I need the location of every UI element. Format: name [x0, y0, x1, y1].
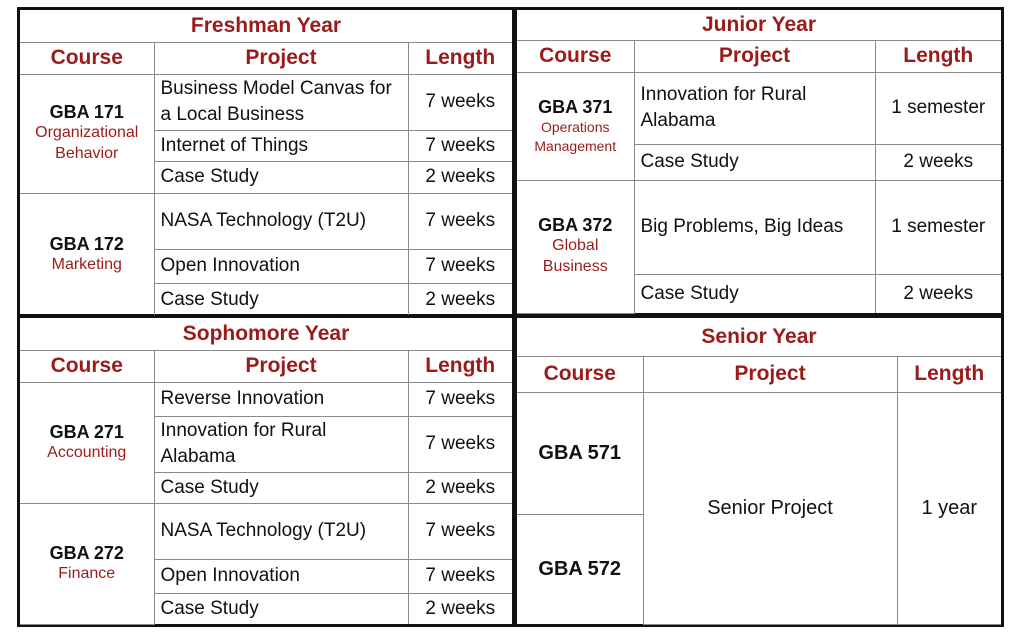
table-row: Case Study 2 weeks	[20, 471, 512, 504]
length-cell: 1 semester	[874, 179, 1001, 275]
project-cell: Internet of Things	[154, 129, 409, 162]
course-name: Marketing	[51, 255, 122, 273]
course-code: GBA 572	[538, 557, 622, 580]
length-cell: 2 weeks	[407, 592, 512, 624]
project-cell: Senior Project	[642, 391, 898, 625]
project-cell: NASA Technology (T2U)	[153, 192, 409, 250]
senior-project-header: Project	[642, 355, 898, 393]
project-cell: Open Innovation	[154, 558, 409, 594]
sophomore-title: Sophomore Year	[20, 318, 512, 351]
course-name: Global Business	[542, 237, 608, 275]
junior-table: Junior Year Course Project Length GBA 37…	[517, 10, 1001, 314]
course-code: GBA 171	[49, 102, 124, 123]
table-row: GBA 372 Global Business Big Problems, Bi…	[517, 179, 1001, 314]
length-cell: 2 weeks	[874, 273, 1001, 313]
project-cell: Reverse Innovation	[153, 381, 409, 417]
course-code: GBA 571	[538, 441, 622, 464]
course-name: Finance	[58, 564, 116, 582]
length-cell: 7 weeks	[407, 192, 512, 250]
freshman-project-header: Project	[153, 41, 409, 75]
project-cell: Case Study	[634, 273, 876, 313]
length-cell: 2 weeks	[874, 143, 1001, 181]
table-row: Case Study 2 weeks	[517, 273, 1001, 313]
project-cell: Innovation for Rural Alabama	[633, 71, 876, 145]
length-cell: 2 weeks	[407, 160, 512, 194]
table-row: GBA 172 Marketing NASA Technology (T2U) …	[20, 192, 512, 317]
table-row: Case Study 2 weeks	[517, 143, 1001, 181]
senior-table: Senior Year Course Project Length GBA 57…	[517, 318, 1001, 625]
course-code: GBA 271	[49, 421, 124, 442]
table-row: GBA 272 Finance NASA Technology (T2U) 7 …	[20, 502, 512, 625]
length-cell: 7 weeks	[407, 129, 512, 162]
table-row: Case Study 2 weeks	[20, 282, 512, 316]
course-cell: GBA 572	[517, 513, 643, 624]
project-cell: Case Study	[154, 592, 409, 624]
sophomore-year-panel: Sophomore Year Course Project Length GBA…	[17, 315, 515, 627]
sophomore-table: Sophomore Year Course Project Length GBA…	[20, 318, 512, 625]
course-cell: GBA 171 Organizational Behavior	[20, 73, 155, 194]
project-cell: Case Study	[154, 160, 409, 194]
course-code: GBA 172	[49, 233, 124, 254]
length-cell: 1 year	[896, 391, 1001, 625]
length-cell: 1 semester	[874, 71, 1001, 145]
freshman-table: Freshman Year Course Project Length GBA …	[20, 10, 512, 317]
table-row: Case Study 2 weeks	[20, 592, 512, 624]
course-cell: GBA 571	[517, 391, 644, 515]
length-cell: 7 weeks	[407, 73, 512, 131]
course-cell: GBA 272 Finance	[20, 502, 155, 625]
course-name: Accounting	[47, 443, 127, 461]
freshman-length-header: Length	[407, 41, 512, 75]
project-cell: Innovation for Rural Alabama	[154, 415, 409, 473]
course-name: Organizational Behavior	[35, 124, 139, 162]
freshman-course-header: Course	[20, 41, 155, 75]
freshman-year-panel: Freshman Year Course Project Length GBA …	[17, 7, 515, 317]
senior-year-panel: Senior Year Course Project Length GBA 57…	[514, 315, 1004, 627]
length-cell: 7 weeks	[407, 248, 512, 284]
junior-course-header: Course	[517, 39, 635, 73]
project-cell: Open Innovation	[154, 248, 409, 284]
course-cell: GBA 371 Operations Management	[517, 71, 635, 181]
length-cell: 2 weeks	[407, 282, 512, 316]
course-cell: GBA 172 Marketing	[20, 192, 155, 317]
project-cell: NASA Technology (T2U)	[153, 502, 409, 560]
senior-length-header: Length	[896, 355, 1001, 393]
course-code: GBA 272	[49, 542, 124, 563]
length-cell: 7 weeks	[407, 381, 512, 417]
table-row: GBA 271 Accounting Reverse Innovation 7 …	[20, 381, 512, 504]
sophomore-length-header: Length	[407, 349, 512, 383]
senior-title: Senior Year	[517, 318, 1001, 357]
project-cell: Case Study	[154, 282, 409, 316]
length-cell: 2 weeks	[407, 471, 512, 504]
junior-project-header: Project	[633, 39, 876, 73]
course-name: Operations Management	[534, 119, 617, 154]
table-row: Open Innovation 7 weeks	[20, 558, 512, 594]
project-cell: Business Model Canvas for a Local Busine…	[153, 73, 409, 131]
table-row: Internet of Things 7 weeks	[20, 129, 512, 162]
project-cell: Case Study	[154, 471, 409, 504]
table-row: GBA 371 Operations Management Innovation…	[517, 71, 1001, 181]
course-code: GBA 372	[538, 215, 613, 236]
junior-length-header: Length	[874, 39, 1001, 73]
table-row: Case Study 2 weeks	[20, 160, 512, 194]
junior-year-panel: Junior Year Course Project Length GBA 37…	[514, 7, 1004, 316]
sophomore-project-header: Project	[153, 349, 409, 383]
freshman-title: Freshman Year	[20, 10, 512, 43]
project-cell: Big Problems, Big Ideas	[633, 179, 876, 275]
project-cell: Case Study	[634, 143, 876, 181]
length-cell: 7 weeks	[407, 415, 512, 473]
length-cell: 7 weeks	[407, 502, 512, 560]
length-cell: 7 weeks	[407, 558, 512, 594]
junior-title: Junior Year	[517, 10, 1001, 41]
table-row: GBA 572	[517, 513, 1001, 624]
course-cell: GBA 372 Global Business	[517, 179, 635, 314]
table-row: GBA 571 Senior Project 1 year	[517, 391, 1001, 625]
course-cell: GBA 271 Accounting	[20, 381, 155, 504]
senior-course-header: Course	[517, 355, 644, 393]
sophomore-course-header: Course	[20, 349, 155, 383]
table-row: GBA 171 Organizational Behavior Business…	[20, 73, 512, 194]
course-code: GBA 371	[538, 97, 613, 118]
